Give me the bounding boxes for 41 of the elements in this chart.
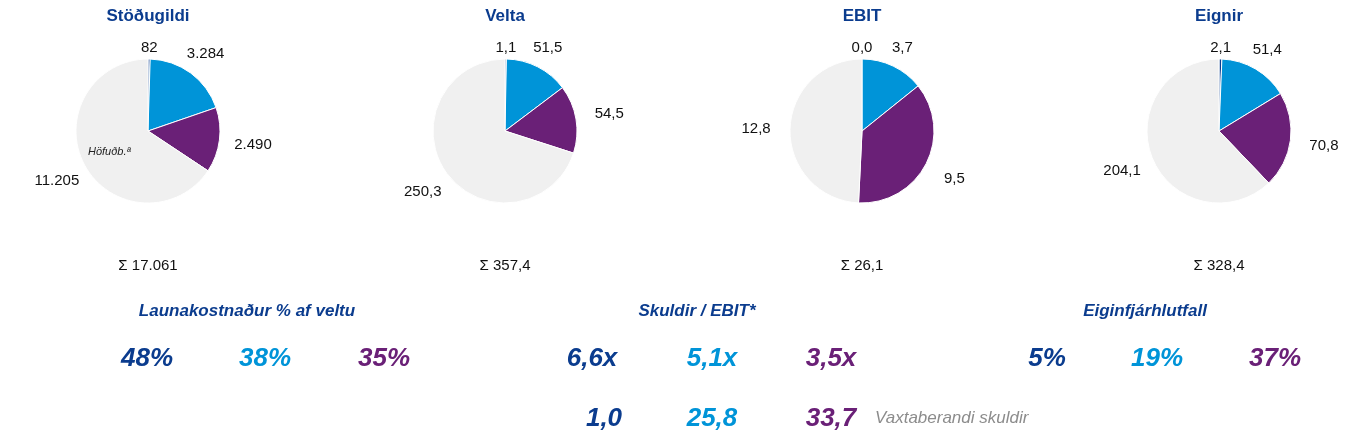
data-label: 204,1: [1103, 160, 1141, 178]
data-label: 11.205: [34, 170, 80, 188]
chart-title: Velta: [485, 5, 526, 25]
text: 6,6x: [566, 342, 619, 372]
data-label: 54,5: [594, 104, 624, 122]
text: 33,7: [805, 402, 858, 432]
data-label: 1,1: [495, 37, 517, 55]
text: Launakostnaður % af veltu: [138, 301, 356, 320]
text: 38%: [238, 342, 292, 372]
data-label: 250,3: [403, 181, 442, 199]
text: 25,8: [685, 402, 738, 432]
text: Eiginfjárhlutfall: [1083, 301, 1209, 320]
text: Skuldir / EBIT*: [638, 301, 757, 320]
data-label: 3,7: [892, 37, 913, 55]
data-label: 3.284: [186, 43, 225, 61]
text: Vaxtaberandi skuldir: [875, 408, 1030, 427]
text: Σ 357,4: [479, 256, 531, 273]
chart-title: Eignir: [1194, 5, 1244, 25]
chart-title: Stöðugildi: [106, 5, 190, 25]
text: 35%: [357, 342, 411, 372]
text: 0,0: [851, 38, 873, 55]
data-label: 12,8: [741, 119, 771, 137]
data-label: 2,1: [1210, 37, 1232, 55]
text: Σ 328,4: [1193, 256, 1245, 273]
text: 37%: [1248, 342, 1302, 372]
data-label: 9,5: [943, 169, 965, 187]
data-label: 51,4: [1252, 39, 1282, 57]
data-label: 2.490: [234, 135, 272, 153]
text: 3,5x: [805, 342, 858, 372]
text: 48%: [119, 342, 174, 372]
text: Σ 26,1: [840, 256, 884, 273]
data-label: 70,8: [1309, 135, 1339, 153]
text: 5%: [1028, 342, 1066, 372]
slice-label: Höfuðb.ª: [87, 144, 132, 157]
data-label: 82: [140, 37, 158, 55]
chart-title: EBIT: [842, 5, 882, 25]
data-label: 51,5: [533, 38, 563, 56]
text: 1,0: [585, 402, 623, 432]
text: 5,1x: [686, 342, 739, 372]
text: Σ 17.061: [118, 256, 178, 273]
text: 19%: [1130, 342, 1184, 372]
